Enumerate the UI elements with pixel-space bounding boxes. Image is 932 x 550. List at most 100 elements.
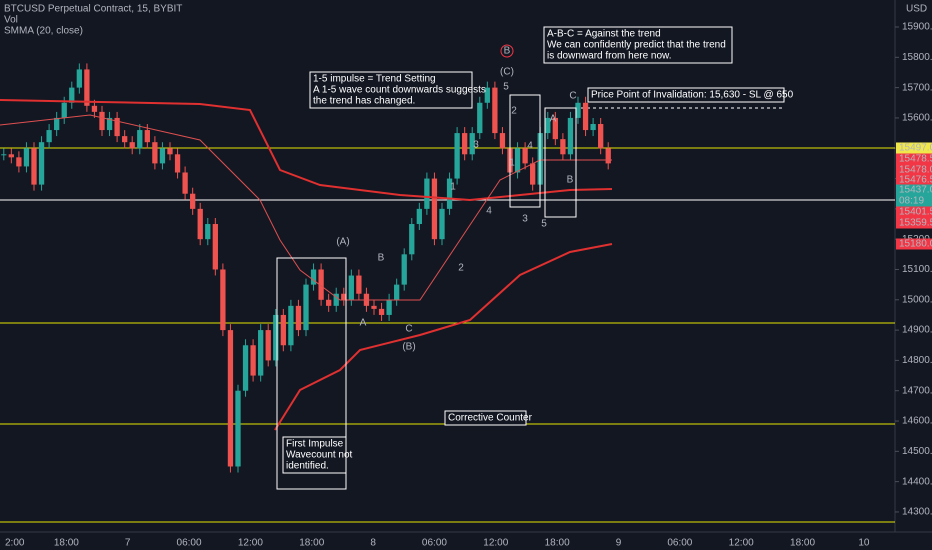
price-tick-label: 14500.0 [902, 446, 932, 457]
volume-label: Vol [4, 15, 18, 26]
price-tick-label: 14800.0 [902, 355, 932, 366]
candle-body [205, 224, 211, 240]
candle-body [54, 117, 60, 131]
candle-body [439, 208, 445, 240]
time-label: 7 [125, 538, 131, 549]
candle-body [23, 148, 30, 167]
candle-body [341, 293, 347, 300]
time-label: 18:00 [545, 538, 570, 549]
indicator-label: SMMA (20, close) [4, 26, 83, 37]
price-tag [896, 206, 932, 218]
time-label: 9 [616, 538, 622, 549]
candle-body [76, 69, 82, 88]
annotation-box [282, 436, 347, 474]
candle-body [575, 102, 581, 118]
wave-label: 1 [450, 182, 456, 193]
candle-body [401, 254, 407, 285]
annotation-text: 1-5 impulse = Trend Setting [313, 74, 436, 85]
candle-body [122, 136, 128, 143]
candle-body [38, 142, 45, 185]
wave-label: 5 [541, 219, 547, 230]
candle-body [605, 148, 611, 164]
wave-label: (A) [336, 237, 349, 248]
candle-body [235, 390, 241, 467]
candle-body [280, 314, 286, 346]
boxes [276, 94, 577, 490]
candle-body [159, 148, 166, 164]
wave-box [509, 94, 541, 208]
annotation-text: Wavecount not [286, 450, 353, 461]
candle-body [220, 269, 226, 331]
candle-body [303, 284, 309, 331]
price-tag [896, 164, 932, 176]
candle-body [582, 102, 589, 131]
time-label: 10 [858, 538, 870, 549]
price-tick-label: 15100.0 [902, 264, 932, 275]
time-label: 12:00 [483, 538, 508, 549]
wave-label: 2 [458, 263, 464, 274]
candle-body [167, 148, 173, 155]
candle-body [416, 208, 422, 225]
wave-label: 2 [511, 106, 517, 117]
annotation-box [543, 26, 733, 64]
candle-body [129, 142, 135, 149]
candle-body [424, 178, 430, 209]
candle-body [333, 293, 339, 306]
time-label: 06:00 [667, 538, 692, 549]
price-tag-text: 08:19 [899, 196, 924, 207]
candle-body [530, 163, 536, 185]
wave-label: B [504, 46, 511, 57]
candle-body [552, 117, 558, 140]
time-label: 8 [370, 538, 376, 549]
wave-label: C [569, 91, 576, 102]
price-tag-text: 15180.0 [899, 239, 932, 250]
candle-body [394, 284, 400, 300]
wave-box [276, 257, 347, 490]
price-tag [896, 195, 932, 207]
candle-body [409, 224, 415, 255]
candle-body [499, 133, 506, 149]
candle-body [326, 299, 332, 306]
candle-body [590, 123, 596, 131]
candle-body [174, 154, 181, 173]
candle-body [144, 130, 150, 143]
wave-label: 4 [527, 141, 533, 152]
candle-body [378, 308, 385, 315]
price-tag-text: 15476.5 [899, 175, 932, 186]
price-tag-text: 15497.0 [899, 143, 932, 154]
candle-body [469, 133, 475, 155]
candle-body [446, 178, 453, 209]
symbol: BTCUSD Perpetual Contract, 15, BYBIT [4, 4, 182, 15]
unit-label: USD [906, 4, 927, 15]
candle-body [99, 111, 105, 131]
candle-body [46, 130, 52, 143]
annotation-text: identified. [286, 461, 329, 472]
candle-body [69, 87, 75, 103]
candle-body [152, 142, 158, 164]
candle-body [1, 154, 7, 156]
candle-body [197, 208, 203, 240]
time-label: 2:00 [5, 538, 25, 549]
candle-body [598, 123, 604, 149]
candle-body [227, 330, 234, 467]
candle-body [212, 224, 218, 270]
wave-label: A [360, 318, 367, 329]
moving-averages [0, 99, 613, 431]
candle-body [462, 133, 468, 155]
candle-body [522, 148, 528, 164]
candle-body [31, 148, 37, 185]
price-tick-label: 14300.0 [902, 507, 932, 518]
price-tag-text: 15478.0 [899, 165, 932, 176]
wave-label: (B) [402, 342, 415, 353]
price-tag [896, 174, 932, 186]
price-tick-label: 15000.0 [902, 294, 932, 305]
price-tag-text: 15478.5 [899, 154, 932, 165]
candle-body [386, 299, 392, 315]
candle-body [190, 193, 196, 209]
candle-body [91, 105, 98, 112]
annotation-text: A 1-5 wave count downwards suggests [313, 85, 486, 96]
candle-body [273, 314, 279, 361]
price-tag [896, 153, 932, 165]
wave-label: 5 [503, 82, 509, 93]
candle-body [371, 305, 377, 309]
